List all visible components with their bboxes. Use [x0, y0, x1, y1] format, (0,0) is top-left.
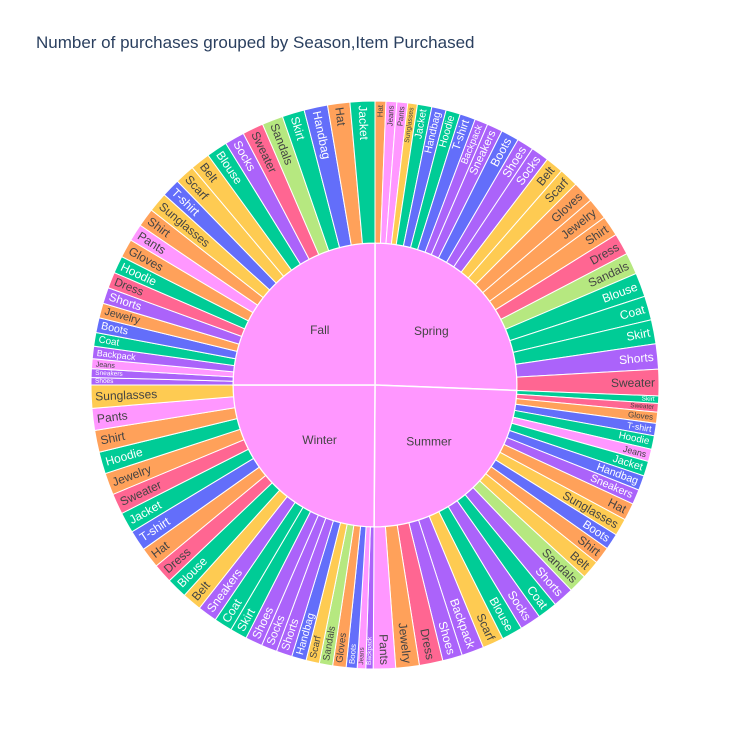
item-label-spring-coat: Coat [618, 302, 647, 323]
item-label-winter-jeans: Jeans [358, 646, 366, 664]
item-label-winter-sunglasses: Sunglasses [95, 387, 158, 404]
item-label-spring-sweater: Sweater [611, 376, 655, 390]
item-label-summer-sweater: Sweater [630, 402, 655, 411]
season-label-summer: Summer [406, 434, 451, 448]
item-label-summer-gloves: Gloves [628, 410, 654, 422]
item-segment-fall-jacket[interactable] [349, 100, 376, 245]
item-label-winter-backpack: Backpack [366, 636, 374, 665]
item-label-winter-pants: Pants [96, 408, 128, 426]
item-label-winter-shirt: Shirt [99, 429, 127, 448]
item-label-summer-jewelry: Jewelry [396, 622, 415, 664]
item-label-fall-sneakers: Sneakers [95, 370, 123, 378]
chart-title: Number of purchases grouped by Season,It… [36, 33, 475, 52]
item-label-winter-scarf: Scarf [308, 635, 324, 660]
item-label-spring-sunglasses: Sunglasses [404, 106, 416, 143]
item-label-fall-backpack: Backpack [96, 348, 136, 362]
item-label-fall-jeans: Jeans [95, 359, 115, 369]
item-label-spring-jacket: Jacket [413, 108, 429, 140]
item-label-summer-skirt: Skirt [641, 395, 655, 403]
item-label-fall-jacket: Jacket [356, 105, 372, 141]
season-label-fall: Fall [310, 323, 329, 337]
season-label-winter: Winter [302, 433, 337, 447]
item-label-spring-pants: Pants [396, 106, 407, 127]
item-label-spring-jeans: Jeans [386, 105, 396, 126]
item-label-summer-t-shirt: T-shirt [626, 420, 652, 434]
item-label-summer-dress: Dress [417, 627, 437, 660]
item-label-fall-boots: Boots [100, 320, 129, 337]
item-label-winter-gloves: Gloves [334, 632, 349, 663]
item-label-spring-skirt: Skirt [625, 325, 652, 343]
item-label-spring-hat: Hat [376, 104, 385, 117]
item-label-spring-shorts: Shorts [618, 350, 654, 367]
season-label-spring: Spring [414, 324, 449, 338]
item-label-fall-hat: Hat [332, 106, 348, 127]
item-label-winter-boots: Boots [347, 644, 358, 665]
item-label-fall-shoes: Shoes [95, 378, 114, 385]
item-label-fall-skirt: Skirt [288, 115, 309, 143]
item-label-fall-coat: Coat [98, 335, 120, 349]
item-label-summer-pants: Pants [376, 634, 391, 665]
